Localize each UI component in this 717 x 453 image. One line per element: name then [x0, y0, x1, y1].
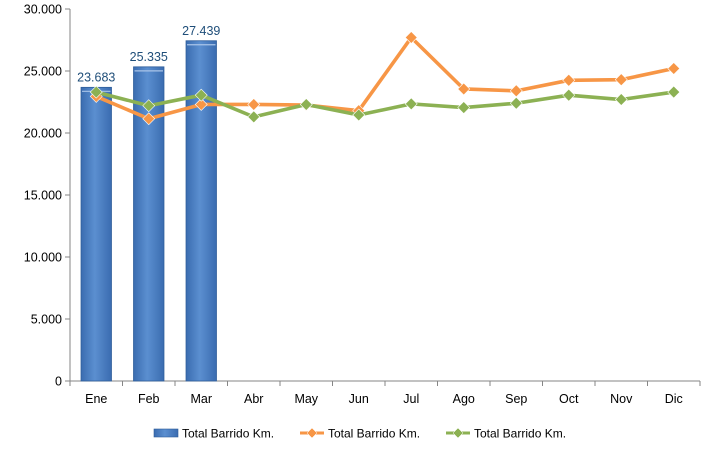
chart-axes: 0 5.000 10.000 15.000 20.000 25.000 30.000 Ene F… — [24, 3, 701, 406]
y-tick-label: 30.000 — [24, 3, 62, 17]
series-marker — [457, 101, 471, 115]
x-tick-label: Sep — [505, 392, 527, 406]
series-marker — [352, 108, 366, 122]
bar-data-label: 23.683 — [77, 70, 115, 84]
y-tick-label: 10.000 — [24, 251, 62, 265]
legend-label: Total Barrido Km. — [474, 427, 566, 441]
series-line-1 — [94, 35, 676, 121]
y-tick-label: 5.000 — [31, 313, 62, 327]
series-marker — [614, 93, 628, 106]
legend-swatch-marker — [452, 427, 464, 439]
series-marker — [562, 88, 576, 102]
x-tick-label: Mar — [190, 392, 212, 406]
series-marker — [142, 112, 156, 126]
y-tick-label: 20.000 — [24, 127, 62, 141]
series-marker — [404, 97, 418, 111]
legend-swatch-bar — [153, 428, 179, 438]
series-marker — [247, 98, 261, 111]
series-marker — [404, 31, 418, 44]
series-marker — [89, 85, 103, 99]
x-tick-label: Abr — [244, 392, 263, 406]
x-tick-label: Feb — [138, 392, 160, 406]
series-marker — [247, 110, 261, 124]
series-marker — [614, 73, 628, 87]
series-marker — [194, 88, 208, 102]
x-tick-label: Ene — [85, 392, 107, 406]
series-marker — [457, 82, 471, 96]
x-tick-label: Oct — [559, 392, 579, 406]
data-labels: 23.683 25.335 27.439 — [77, 24, 220, 85]
x-tick-label: Ago — [453, 392, 475, 406]
series-marker — [509, 96, 523, 110]
series-marker — [667, 62, 681, 75]
bar — [80, 86, 112, 382]
bar-data-label: 27.439 — [182, 24, 220, 38]
x-tick-label: Dic — [665, 392, 683, 406]
x-tick-label: Nov — [610, 392, 633, 406]
x-tick-label: May — [294, 392, 318, 406]
legend-label: Total Barrido Km. — [182, 427, 274, 441]
y-tick-label: 15.000 — [24, 189, 62, 203]
series-marker — [562, 73, 576, 87]
x-tick-label: Jun — [349, 392, 369, 406]
series-marker — [509, 84, 523, 98]
series-line-2 — [94, 90, 676, 119]
series-marker — [194, 98, 208, 111]
y-tick-label: 0 — [55, 375, 62, 389]
legend: Total Barrido Km. Total Barrido Km. Total … — [153, 427, 566, 441]
legend-label: Total Barrido Km. — [328, 427, 420, 441]
bar-data-label: 25.335 — [130, 50, 168, 64]
series-marker — [667, 85, 681, 99]
series-marker — [142, 99, 156, 113]
legend-swatch-marker — [306, 427, 318, 439]
line-series — [89, 31, 681, 126]
y-tick-label: 25.000 — [24, 65, 62, 79]
x-tick-label: Jul — [403, 392, 419, 406]
series-marker — [299, 98, 313, 111]
